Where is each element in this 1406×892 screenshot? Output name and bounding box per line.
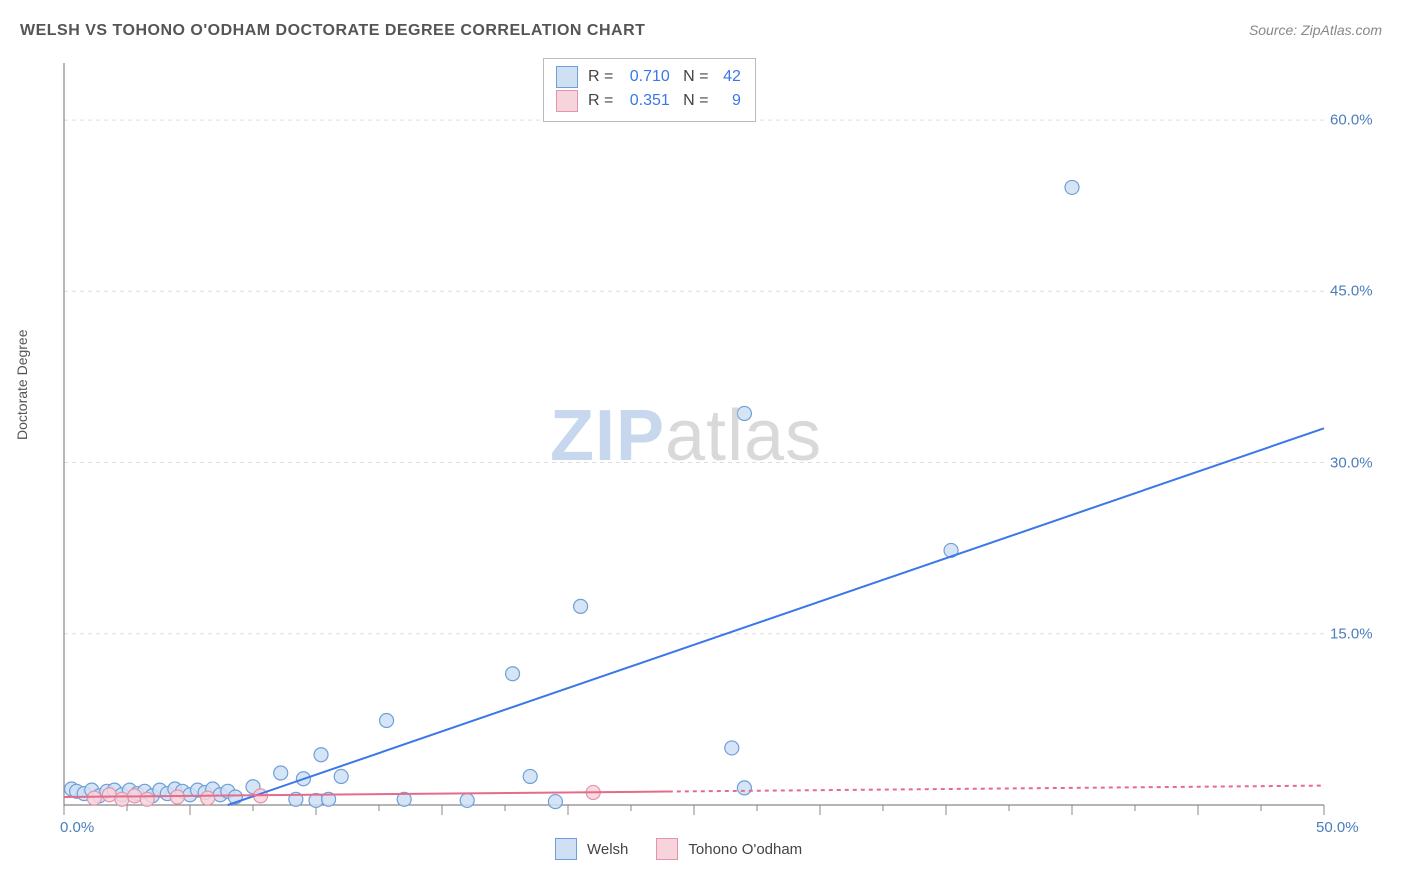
series-legend: Welsh Tohono O'odham bbox=[555, 838, 820, 860]
y-axis-label: Doctorate Degree bbox=[14, 329, 30, 440]
source-attribution: Source: ZipAtlas.com bbox=[1249, 22, 1382, 38]
stats-text: R = 0.351 N = 9 bbox=[588, 89, 741, 113]
stats-row: R = 0.710 N = 42 bbox=[556, 65, 741, 89]
y-tick-label: 60.0% bbox=[1330, 112, 1373, 129]
chart-title: WELSH VS TOHONO O'ODHAM DOCTORATE DEGREE… bbox=[20, 22, 645, 40]
y-tick-label: 15.0% bbox=[1330, 625, 1373, 642]
legend-swatch bbox=[656, 838, 678, 860]
x-tick-label: 50.0% bbox=[1316, 819, 1359, 836]
y-tick-label: 45.0% bbox=[1330, 283, 1373, 300]
stats-legend-box: R = 0.710 N = 42 R = 0.351 N = 9 bbox=[543, 58, 756, 122]
series-swatch bbox=[556, 90, 578, 112]
legend-label: Welsh bbox=[587, 841, 628, 858]
series-swatch bbox=[556, 66, 578, 88]
stats-row: R = 0.351 N = 9 bbox=[556, 89, 741, 113]
y-tick-label: 30.0% bbox=[1330, 454, 1373, 471]
legend-label: Tohono O'odham bbox=[688, 841, 802, 858]
stats-text: R = 0.710 N = 42 bbox=[588, 65, 741, 89]
x-tick-label: 0.0% bbox=[60, 819, 94, 836]
correlation-scatter-chart bbox=[62, 55, 1372, 825]
legend-swatch bbox=[555, 838, 577, 860]
